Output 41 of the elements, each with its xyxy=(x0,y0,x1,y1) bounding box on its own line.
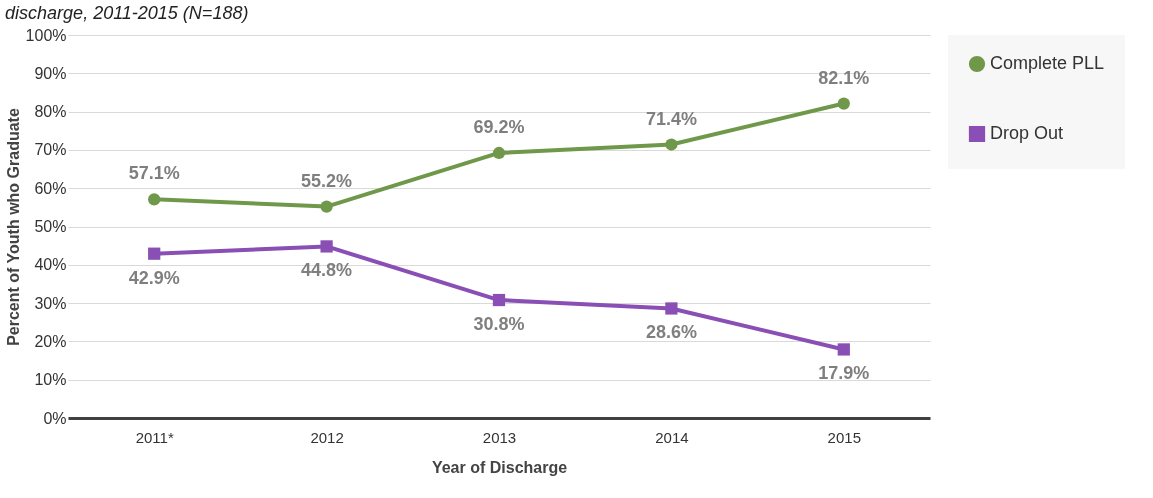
y-tick-label: 10% xyxy=(34,371,67,389)
data-label: 17.9% xyxy=(818,363,870,384)
point xyxy=(492,293,506,307)
data-label: 30.8% xyxy=(473,314,525,335)
y-tick-label: 50% xyxy=(34,218,67,235)
x-tick-label: 2013 xyxy=(482,428,517,446)
point xyxy=(148,247,161,260)
data-label: 71.4% xyxy=(645,108,697,129)
y-tick-label: 20% xyxy=(34,332,67,350)
point xyxy=(320,240,333,253)
legend-label: Complete PLL xyxy=(990,53,1105,73)
point xyxy=(837,343,850,356)
point xyxy=(837,97,850,110)
x-tick-label: 2014 xyxy=(655,428,689,446)
legend-label: Drop Out xyxy=(990,123,1064,143)
point xyxy=(665,138,678,151)
y-tick-label: 100% xyxy=(25,26,67,44)
y-tick-label: 70% xyxy=(34,141,67,159)
x-axis-title: Year of Discharge xyxy=(431,458,568,476)
point xyxy=(148,193,161,206)
data-label: 82.1% xyxy=(818,67,870,88)
data-label: 42.9% xyxy=(128,267,180,288)
data-label: 57.1% xyxy=(128,163,180,184)
y-tick-label: 30% xyxy=(34,294,67,312)
y-tick-label: 60% xyxy=(34,179,67,197)
y-tick-label: 40% xyxy=(34,256,67,274)
data-label: 55.2% xyxy=(301,170,353,191)
x-tick-label: 2011* xyxy=(135,428,174,446)
point xyxy=(320,200,333,213)
y-tick-label: 90% xyxy=(34,64,67,82)
data-label: 69.2% xyxy=(473,116,525,137)
y-tick-label: 0% xyxy=(43,409,67,427)
chart-title: discharge, 2011-2015 (N=188) xyxy=(5,3,249,23)
point xyxy=(665,302,678,315)
x-tick-label: 2015 xyxy=(827,428,861,446)
point xyxy=(492,146,506,160)
data-label: 44.8% xyxy=(301,260,353,281)
y-tick-label: 80% xyxy=(34,103,67,121)
data-label: 28.6% xyxy=(645,322,697,343)
y-axis-title: Percent of Youth who Graduate xyxy=(4,108,22,346)
x-tick-label: 2012 xyxy=(310,428,344,446)
